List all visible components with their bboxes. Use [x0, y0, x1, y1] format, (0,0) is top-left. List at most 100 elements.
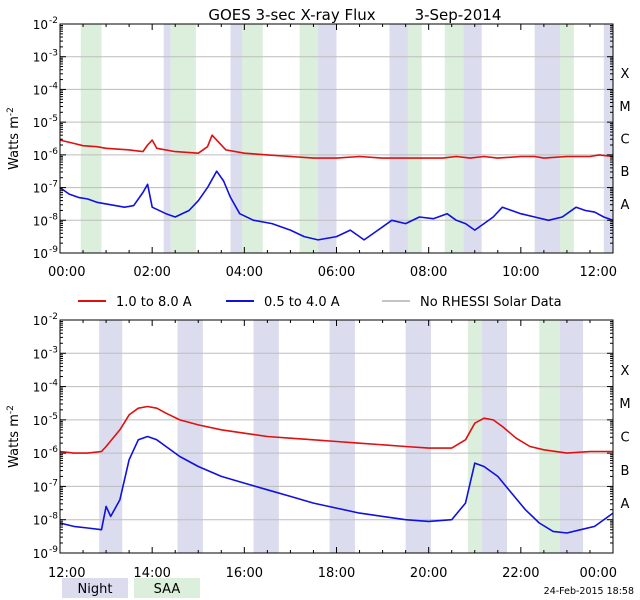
y-tick-label-exp: -5: [49, 412, 58, 422]
x-tick-label: 00:00: [48, 265, 85, 280]
saa-band: [242, 24, 263, 253]
saa-band: [467, 320, 482, 553]
x-tick-label: 12:00: [580, 265, 617, 280]
y-tick-label-exp: -3: [49, 345, 58, 355]
night-band: [389, 24, 408, 253]
y-tick-label-base: 10: [33, 381, 48, 395]
night-band: [603, 24, 613, 253]
flare-class-label: X: [621, 364, 630, 379]
y-tick-label-base: 10: [33, 51, 48, 65]
x-tick-label: 02:00: [133, 265, 170, 280]
flare-class-label: B: [621, 464, 630, 479]
y-tick-label-base: 10: [33, 18, 48, 32]
y-axis-title-main: Watts m: [7, 116, 22, 170]
y-axis-title-exp: -2: [6, 405, 16, 414]
bottom-panel: 10-210-310-410-510-610-710-810 -9XMCBA12:…: [6, 312, 631, 581]
flare-class-label: M: [619, 100, 630, 115]
flare-class-label: A: [621, 198, 630, 213]
saa-band: [444, 24, 464, 253]
night-band: [463, 24, 482, 253]
y-tick-label-exp: -9: [49, 245, 58, 255]
saa-band: [407, 24, 422, 253]
y-tick-label-exp: -7: [49, 180, 58, 190]
legend-long-label: 1.0 to 8.0 A: [116, 295, 192, 310]
night-saa-legend: Night SAA: [62, 578, 200, 598]
x-tick-label: 10:00: [502, 265, 539, 280]
x-tick-label: 14:00: [133, 566, 170, 581]
y-tick-label-exp: -7: [49, 478, 58, 488]
flare-class-label: C: [620, 133, 629, 148]
y-tick-label-exp: -6: [49, 147, 58, 157]
series-legend: 1.0 to 8.0 A 0.5 to 4.0 A No RHESSI Sola…: [78, 295, 562, 310]
chart-date: 3-Sep-2014: [415, 6, 502, 24]
saa-band: [170, 24, 196, 253]
night-band: [163, 24, 171, 253]
x-tick-label: 06:00: [318, 265, 355, 280]
y-tick-label-base: 10: [33, 480, 48, 494]
y-tick-label-base: 10: [33, 247, 48, 261]
saa-band: [560, 24, 574, 253]
night-band: [481, 320, 508, 553]
y-tick-label-exp: -5: [49, 114, 58, 124]
y-axis-title-exp: -2: [6, 107, 16, 116]
y-tick-label-exp: -3: [49, 49, 58, 59]
legend-nodata-label: No RHESSI Solar Data: [420, 295, 562, 310]
x-tick-label: 16:00: [226, 566, 263, 581]
y-tick-label-exp: -8: [49, 212, 58, 222]
y-axis-title-main: Watts m: [7, 414, 22, 468]
y-tick-label-exp: -9: [49, 545, 58, 555]
night-band: [99, 320, 123, 553]
y-tick-label-base: 10: [33, 214, 48, 228]
flare-class-label: A: [621, 497, 630, 512]
night-band: [534, 24, 561, 253]
chart-title: GOES 3-sec X-ray Flux: [208, 6, 375, 24]
y-tick-label-exp: -2: [49, 312, 58, 322]
y-tick-label-base: 10: [33, 83, 48, 97]
saa-band: [539, 320, 561, 553]
y-tick-label-exp: -8: [49, 512, 58, 522]
top-panel: 10-210-310-410-510-610-710-810 -9XMCBA00:…: [6, 16, 631, 280]
night-band: [230, 24, 243, 253]
series-line-short: [59, 170, 614, 241]
x-tick-label: 04:00: [226, 265, 263, 280]
night-band: [560, 320, 584, 553]
x-tick-label: 00:00: [580, 566, 617, 581]
legend-night-swatch: [62, 578, 128, 598]
y-tick-label-base: 10: [33, 447, 48, 461]
flare-class-label: M: [619, 397, 630, 412]
saa-band: [80, 24, 102, 253]
x-tick-label: 12:00: [48, 566, 85, 581]
y-tick-label-base: 10: [33, 149, 48, 163]
y-tick-label-exp: -4: [49, 379, 58, 389]
y-axis-title: Watts m-2: [6, 107, 22, 170]
y-tick-label-base: 10: [33, 514, 48, 528]
y-tick-label-base: 10: [33, 116, 48, 130]
flare-class-label: X: [621, 67, 630, 82]
legend-short-label: 0.5 to 4.0 A: [264, 295, 340, 310]
y-axis-title: Watts m-2: [6, 405, 22, 468]
series-line-long: [59, 405, 613, 454]
night-band: [177, 320, 203, 553]
y-tick-label-base: 10: [33, 182, 48, 196]
series-line-long: [59, 134, 614, 159]
y-tick-label-base: 10: [33, 314, 48, 328]
y-tick-label-base: 10: [33, 414, 48, 428]
x-tick-label: 08:00: [410, 265, 447, 280]
x-tick-label: 22:00: [502, 566, 539, 581]
generation-timestamp: 24-Feb-2015 18:58: [544, 586, 634, 597]
legend-night-label: Night: [78, 582, 113, 597]
night-band: [329, 320, 355, 553]
legend-saa-swatch: [134, 578, 200, 598]
flare-class-label: B: [621, 165, 630, 180]
flare-class-label: C: [620, 431, 629, 446]
x-tick-label: 20:00: [410, 566, 447, 581]
y-tick-label-exp: -2: [49, 16, 58, 26]
saa-band: [299, 24, 319, 253]
legend-saa-label: SAA: [154, 582, 181, 597]
night-band: [405, 320, 431, 553]
night-band: [318, 24, 337, 253]
y-tick-label-exp: -6: [49, 445, 58, 455]
y-tick-label-exp: -4: [49, 81, 58, 91]
series-line-short: [59, 435, 614, 534]
